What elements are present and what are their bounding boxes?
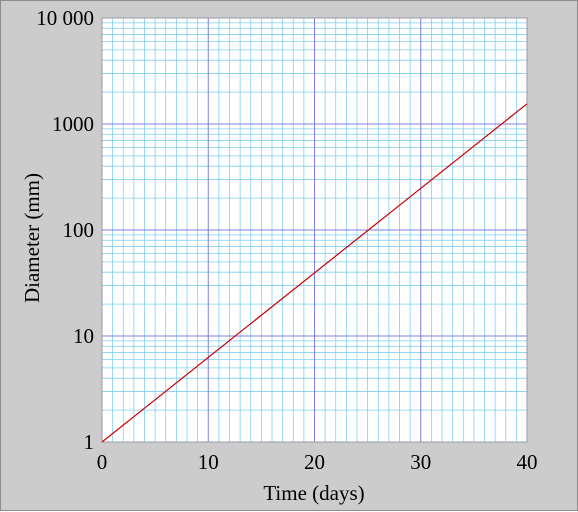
x-tick-label: 10 — [198, 450, 219, 474]
y-tick-label: 1000 — [52, 112, 94, 136]
y-tick-label: 10 000 — [36, 6, 94, 30]
x-tick-label: 20 — [304, 450, 325, 474]
y-tick-label: 100 — [63, 218, 95, 242]
x-tick-labels: 0 10 20 30 40 — [97, 450, 538, 474]
x-axis-title: Time (days) — [263, 481, 364, 505]
y-tick-label: 10 — [73, 324, 94, 348]
x-tick-label: 40 — [517, 450, 538, 474]
series-line-0 — [101, 103, 528, 443]
y-tick-label: 1 — [84, 430, 95, 454]
y-tick-labels: 1 10 100 1000 10 000 — [36, 6, 94, 454]
series-layer — [101, 103, 528, 443]
x-tick-label: 0 — [97, 450, 108, 474]
x-tick-label: 30 — [410, 450, 431, 474]
major-grid-horizontal — [102, 123, 527, 337]
plot-border — [101, 17, 528, 443]
y-axis-title: Diameter (mm) — [20, 173, 44, 303]
